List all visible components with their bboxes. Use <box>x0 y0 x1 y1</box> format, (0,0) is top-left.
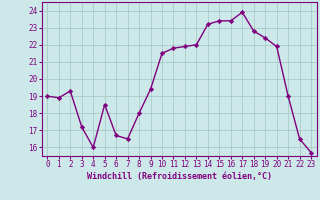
X-axis label: Windchill (Refroidissement éolien,°C): Windchill (Refroidissement éolien,°C) <box>87 172 272 181</box>
